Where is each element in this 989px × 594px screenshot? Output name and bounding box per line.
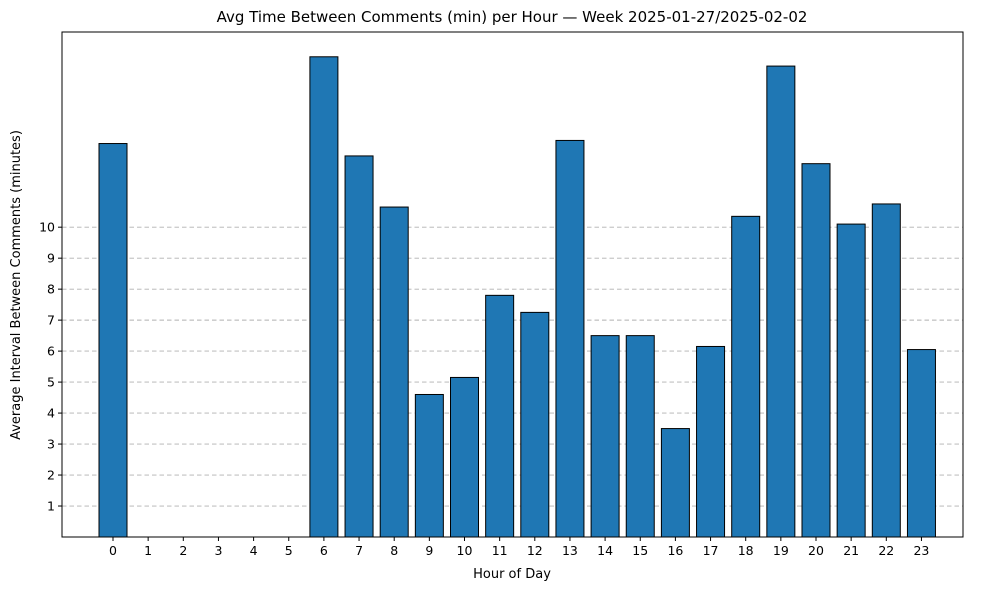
- x-tick-label: 11: [492, 543, 508, 558]
- y-axis-ticks: 1 2 3 4 5 6 7 8 9 10: [39, 220, 62, 514]
- y-tick-label: 10: [39, 220, 55, 235]
- bar-hour-11: [485, 294, 515, 538]
- x-tick-label: 21: [843, 543, 859, 558]
- x-tick-label: 22: [878, 543, 894, 558]
- bar-hour-15: [625, 335, 655, 538]
- plot-frame: [61, 31, 964, 538]
- x-tick-label: 19: [773, 543, 789, 558]
- x-tick-label: 2: [179, 543, 187, 558]
- x-tick-label: 15: [632, 543, 648, 558]
- x-tick-label: 13: [562, 543, 578, 558]
- y-tick-label: 2: [47, 468, 55, 483]
- x-tick-label: 7: [355, 543, 363, 558]
- bar-hour-17: [696, 345, 726, 538]
- bar-hour-0: [98, 143, 128, 538]
- bar-hour-21: [836, 223, 866, 538]
- chart-title: Avg Time Between Comments (min) per Hour…: [217, 8, 808, 26]
- bar-hour-18: [731, 215, 761, 538]
- y-tick-label: 8: [47, 282, 55, 297]
- x-tick-label: 18: [738, 543, 754, 558]
- x-tick-label: 1: [144, 543, 152, 558]
- x-tick-label: 0: [109, 543, 117, 558]
- bar-hour-13: [555, 139, 585, 538]
- y-axis-label: Average Interval Between Comments (minut…: [9, 130, 24, 440]
- x-tick-label: 10: [457, 543, 473, 558]
- y-tick-label: 4: [47, 406, 55, 421]
- bar-hour-8: [379, 206, 409, 538]
- x-axis-ticks: 0 1 2 3 4 5 6 7 8 9 10 11 12 13 14 15 16 17 18 19 20 21 22 23: [109, 537, 929, 558]
- x-tick-label: 20: [808, 543, 824, 558]
- y-tick-label: 1: [47, 499, 55, 514]
- x-tick-label: 16: [667, 543, 683, 558]
- bar-hour-23: [906, 349, 936, 538]
- y-tick-label: 6: [47, 344, 55, 359]
- y-tick-label: 7: [47, 313, 55, 328]
- x-tick-label: 23: [913, 543, 929, 558]
- x-tick-label: 8: [390, 543, 398, 558]
- x-tick-label: 3: [214, 543, 222, 558]
- x-axis-label: Hour of Day: [473, 567, 551, 582]
- bar-hour-20: [801, 163, 831, 538]
- bar-hour-12: [520, 311, 550, 538]
- bar-hour-10: [450, 376, 479, 538]
- bar-hour-7: [344, 155, 374, 538]
- y-tick-label: 9: [47, 251, 55, 266]
- x-tick-label: 17: [703, 543, 719, 558]
- bar-hour-9: [414, 393, 444, 538]
- y-tick-label: 5: [47, 375, 55, 390]
- x-tick-label: 5: [285, 543, 293, 558]
- x-tick-label: 4: [250, 543, 258, 558]
- bar-hour-19: [766, 65, 796, 538]
- bar-hour-6: [309, 56, 339, 538]
- bar-hour-22: [871, 203, 901, 538]
- x-tick-label: 6: [320, 543, 328, 558]
- x-tick-label: 9: [425, 543, 433, 558]
- y-tick-label: 3: [47, 437, 55, 452]
- bars: [98, 56, 936, 538]
- x-tick-label: 14: [597, 543, 613, 558]
- bar-hour-14: [590, 335, 620, 538]
- bar-hour-16: [660, 428, 690, 538]
- x-tick-label: 12: [527, 543, 543, 558]
